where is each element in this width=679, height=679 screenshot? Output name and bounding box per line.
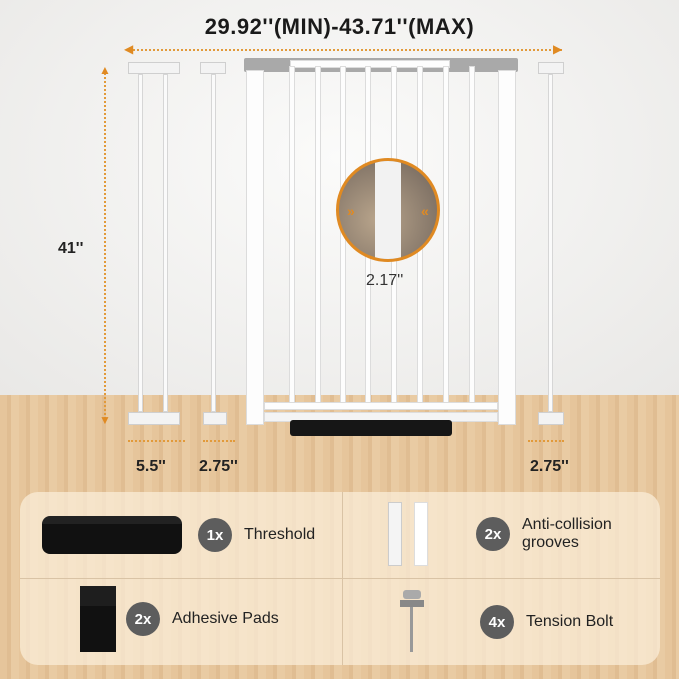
grooves-icon xyxy=(388,502,428,566)
arrow-up-icon: ▲ xyxy=(99,63,111,77)
accessory-name: Anti-collision grooves xyxy=(522,516,612,551)
quantity-badge: 2x xyxy=(476,517,510,551)
height-label: 41'' xyxy=(58,240,84,257)
quantity-badge: 4x xyxy=(480,605,514,639)
extension-label-5-5: 5.5'' xyxy=(136,458,166,475)
adhesive-pads-icon xyxy=(80,586,116,652)
width-range-label: 29.92''(MIN)-43.71''(MAX) xyxy=(204,14,475,39)
arrow-left-icon: ◀ xyxy=(124,42,134,56)
accessory-adhesive-pads: 2x Adhesive Pads xyxy=(80,586,279,652)
threshold-pad-icon xyxy=(42,516,182,554)
dim-line-5-5 xyxy=(128,440,185,442)
tension-bolt-icon xyxy=(400,590,424,654)
accessory-name: Adhesive Pads xyxy=(172,610,279,627)
accessory-tension-bolt: 4x Tension Bolt xyxy=(400,590,613,654)
quantity-badge: 1x xyxy=(198,518,232,552)
width-dimension-line xyxy=(130,49,562,51)
accessory-name: Threshold xyxy=(244,526,316,543)
accessory-grooves: 2x Anti-collision grooves xyxy=(388,502,662,566)
dim-line-2-75-right xyxy=(528,440,564,442)
threshold-on-floor xyxy=(290,420,452,436)
dim-line-2-75-left xyxy=(203,440,235,442)
arrow-right-icon: ▶ xyxy=(553,42,563,56)
quantity-badge: 2x xyxy=(126,602,160,636)
extension-label-2-75-right: 2.75'' xyxy=(530,458,569,475)
accessory-name: Tension Bolt xyxy=(526,613,614,630)
bar-gap-closeup: » « xyxy=(336,158,440,262)
accessory-threshold: 1x Threshold xyxy=(42,516,315,554)
extension-label-2-75-left: 2.75'' xyxy=(199,458,238,475)
height-dimension-line xyxy=(104,70,106,422)
accessories-panel: 1x Threshold 2x Anti-collision grooves 2… xyxy=(20,492,660,665)
arrow-down-icon: ▼ xyxy=(99,413,111,427)
bar-gap-label: 2.17'' xyxy=(366,272,404,289)
